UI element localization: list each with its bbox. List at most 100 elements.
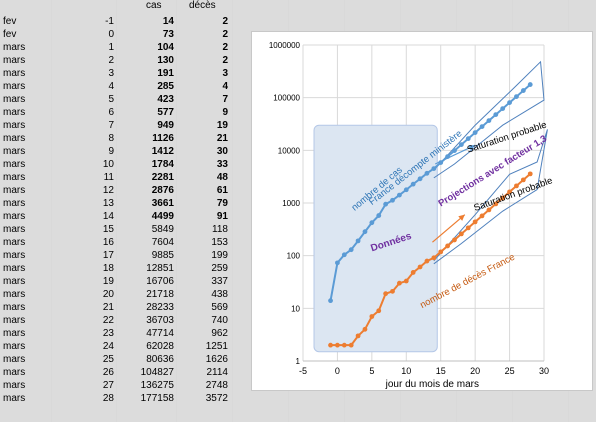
cell-day[interactable]: 21 xyxy=(102,301,114,313)
cell-day[interactable]: 9 xyxy=(108,145,114,157)
cell-cas[interactable]: 2876 xyxy=(151,184,174,196)
cell-cas[interactable]: 73 xyxy=(162,28,174,40)
cell-month[interactable]: mars xyxy=(3,197,26,209)
cell-deces[interactable]: 118 xyxy=(212,223,228,235)
cell-day[interactable]: 7 xyxy=(108,119,114,131)
cell-cas[interactable]: 177158 xyxy=(140,392,174,404)
cell-month[interactable]: mars xyxy=(3,314,26,326)
table-row[interactable]: mars 11 2281 48 xyxy=(0,171,240,186)
table-row[interactable]: mars 17 9885 199 xyxy=(0,249,240,264)
cell-day[interactable]: 8 xyxy=(108,132,114,144)
cell-deces[interactable]: 337 xyxy=(211,275,228,287)
cell-month[interactable]: mars xyxy=(3,275,26,287)
cell-month[interactable]: mars xyxy=(3,288,26,300)
cell-day[interactable]: 27 xyxy=(102,379,114,391)
table-row[interactable]: mars 6 577 9 xyxy=(0,106,240,121)
cell-month[interactable]: mars xyxy=(3,249,26,261)
cell-cas[interactable]: 3661 xyxy=(151,197,174,209)
cell-month[interactable]: mars xyxy=(3,171,26,183)
cell-deces[interactable]: 1251 xyxy=(205,340,228,352)
cell-day[interactable]: 0 xyxy=(108,28,114,40)
cell-day[interactable]: 28 xyxy=(102,392,114,404)
cell-day[interactable]: -1 xyxy=(105,15,114,27)
cell-day[interactable]: 2 xyxy=(108,54,114,66)
cell-cas[interactable]: 14 xyxy=(162,15,174,27)
cell-day[interactable]: 15 xyxy=(102,223,114,235)
cell-day[interactable]: 20 xyxy=(102,288,114,300)
table-row[interactable]: mars 12 2876 61 xyxy=(0,184,240,199)
cell-day[interactable]: 6 xyxy=(108,106,114,118)
cell-deces[interactable]: 2 xyxy=(222,41,228,53)
table-row[interactable]: mars 3 191 3 xyxy=(0,67,240,82)
cell-cas[interactable]: 191 xyxy=(157,67,174,79)
cell-deces[interactable]: 2114 xyxy=(206,366,228,378)
table-row[interactable]: mars 10 1784 33 xyxy=(0,158,240,173)
cell-cas[interactable]: 1412 xyxy=(151,145,174,157)
table-row[interactable]: mars 18 12851 259 xyxy=(0,262,240,277)
table-row[interactable]: fev 0 73 2 xyxy=(0,28,240,43)
cell-month[interactable]: mars xyxy=(3,158,26,170)
cell-cas[interactable]: 12851 xyxy=(146,262,174,274)
table-row[interactable]: mars 16 7604 153 xyxy=(0,236,240,251)
cell-deces[interactable]: 199 xyxy=(211,249,228,261)
cell-month[interactable]: mars xyxy=(3,353,26,365)
cell-deces[interactable]: 79 xyxy=(216,197,228,209)
cell-deces[interactable]: 962 xyxy=(211,327,228,339)
cell-month[interactable]: mars xyxy=(3,210,26,222)
cell-day[interactable]: 23 xyxy=(102,327,114,339)
table-row[interactable]: mars 4 285 4 xyxy=(0,80,240,95)
table-row[interactable]: mars 9 1412 30 xyxy=(0,145,240,160)
cell-cas[interactable]: 7604 xyxy=(151,236,174,248)
table-row[interactable]: mars 23 47714 962 xyxy=(0,327,240,342)
table-row[interactable]: mars 25 80636 1626 xyxy=(0,353,240,368)
cell-day[interactable]: 11 xyxy=(103,171,114,183)
cell-month[interactable]: fev xyxy=(3,15,17,27)
cell-deces[interactable]: 740 xyxy=(211,314,228,326)
cell-day[interactable]: 19 xyxy=(102,275,114,287)
cell-day[interactable]: 16 xyxy=(102,236,114,248)
cell-day[interactable]: 18 xyxy=(102,262,114,274)
cell-cas[interactable]: 577 xyxy=(157,106,174,118)
cell-day[interactable]: 5 xyxy=(108,93,114,105)
cell-deces[interactable]: 4 xyxy=(222,80,228,92)
cell-month[interactable]: mars xyxy=(3,67,26,79)
cell-deces[interactable]: 19 xyxy=(216,119,228,131)
cell-deces[interactable]: 21 xyxy=(216,132,228,144)
cell-month[interactable]: mars xyxy=(3,41,26,53)
cell-deces[interactable]: 61 xyxy=(216,184,228,196)
cell-day[interactable]: 10 xyxy=(102,158,114,170)
cell-deces[interactable]: 2 xyxy=(222,54,228,66)
cell-deces[interactable]: 2 xyxy=(222,15,228,27)
cell-deces[interactable]: 569 xyxy=(211,301,228,313)
cell-month[interactable]: mars xyxy=(3,93,26,105)
cell-deces[interactable]: 7 xyxy=(222,93,228,105)
cell-cas[interactable]: 1126 xyxy=(152,132,174,144)
cell-cas[interactable]: 2281 xyxy=(151,171,174,183)
cell-cas[interactable]: 21718 xyxy=(146,288,174,300)
cell-cas[interactable]: 28233 xyxy=(146,301,174,313)
table-row[interactable]: mars 1 104 2 xyxy=(0,41,240,56)
header-cas[interactable]: cas xyxy=(146,0,162,11)
cell-day[interactable]: 1 xyxy=(108,41,114,53)
cell-month[interactable]: mars xyxy=(3,366,26,378)
cell-deces[interactable]: 33 xyxy=(216,158,228,170)
cell-day[interactable]: 14 xyxy=(102,210,114,222)
cell-month[interactable]: mars xyxy=(3,119,26,131)
table-row[interactable]: mars 15 5849 118 xyxy=(0,223,240,238)
cell-month[interactable]: mars xyxy=(3,80,26,92)
cell-month[interactable]: mars xyxy=(3,327,26,339)
cell-cas[interactable]: 36703 xyxy=(146,314,174,326)
cell-day[interactable]: 12 xyxy=(102,184,114,196)
cell-deces[interactable]: 9 xyxy=(222,106,228,118)
cell-month[interactable]: mars xyxy=(3,392,26,404)
table-row[interactable]: mars 21 28233 569 xyxy=(0,301,240,316)
cell-day[interactable]: 24 xyxy=(102,340,114,352)
table-row[interactable]: fev -1 14 2 xyxy=(0,15,240,30)
table-row[interactable]: mars 27 136275 2748 xyxy=(0,379,240,394)
cell-day[interactable]: 25 xyxy=(102,353,114,365)
cell-deces[interactable]: 438 xyxy=(211,288,228,300)
cell-month[interactable]: mars xyxy=(3,379,26,391)
cell-deces[interactable]: 259 xyxy=(211,262,228,274)
cell-deces[interactable]: 91 xyxy=(216,210,228,222)
cell-cas[interactable]: 1784 xyxy=(151,158,174,170)
